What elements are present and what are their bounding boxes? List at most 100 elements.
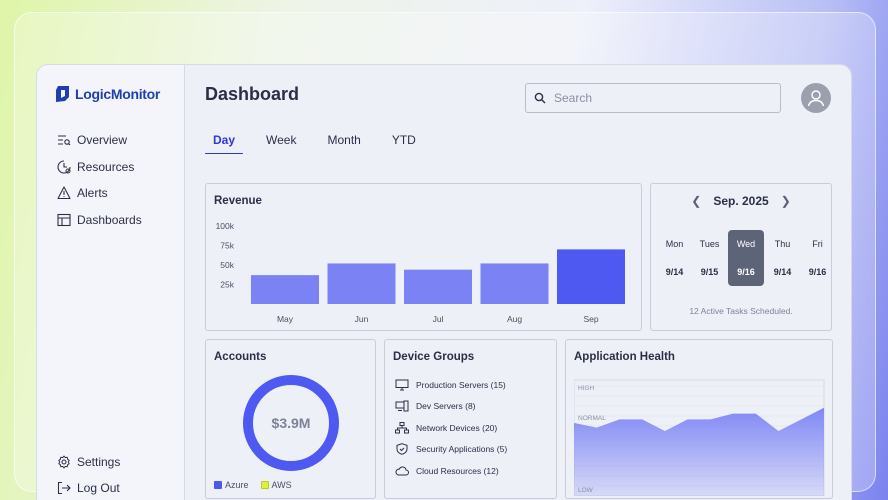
health-area	[574, 407, 824, 496]
devices-icon	[395, 400, 409, 412]
calendar-day[interactable]: Fri 9/16	[800, 230, 835, 286]
x-tick-label: May	[277, 314, 294, 324]
accounts-legend: Azure AWS	[214, 480, 292, 490]
device-label: Production Servers (15)	[416, 379, 506, 390]
y-tick-label: 25k	[220, 280, 234, 290]
network-icon	[395, 421, 409, 434]
y-tick-label: 75k	[220, 241, 234, 251]
dashboard-icon	[57, 214, 71, 227]
sidebar-item-settings[interactable]: Settings	[57, 449, 120, 475]
revenue-bar[interactable]	[404, 269, 472, 304]
chevron-right-icon[interactable]: ❯	[780, 194, 791, 208]
search-placeholder: Search	[554, 91, 593, 105]
revenue-bar[interactable]	[327, 263, 396, 304]
overview-icon	[58, 135, 71, 146]
monitor-icon	[395, 379, 409, 391]
day-name: Tues	[699, 239, 720, 249]
card-title: Application Health	[574, 351, 675, 363]
day-name: Fri	[812, 239, 823, 249]
logo-text: LogicMonitor	[75, 86, 161, 102]
day-name: Mon	[665, 239, 684, 249]
day-name: Thu	[774, 239, 791, 249]
sidebar-item-label: Settings	[77, 455, 121, 469]
calendar-footer: 12 Active Tasks Scheduled.	[689, 306, 793, 316]
device-label: Cloud Resources (12)	[416, 465, 499, 476]
revenue-bar[interactable]	[480, 263, 549, 304]
sidebar-item-alerts[interactable]: Alerts	[57, 180, 142, 207]
tab-month[interactable]: Month	[327, 133, 361, 147]
revenue-bar[interactable]	[557, 249, 625, 304]
list-item[interactable]: Security Applications (5)	[395, 439, 507, 461]
list-item[interactable]: Network Devices (20)	[395, 417, 507, 439]
list-item[interactable]: Production Servers (15)	[395, 374, 507, 396]
day-date: 9/16	[808, 267, 827, 277]
calendar-day[interactable]: Tues 9/15	[692, 230, 727, 286]
y-tick-label: 100k	[216, 221, 235, 231]
day-name: Wed	[736, 239, 756, 249]
card-title: Accounts	[214, 351, 267, 363]
tab-day[interactable]: Day	[205, 133, 244, 154]
legend-swatch	[260, 481, 269, 489]
shield-icon	[396, 443, 408, 456]
sidebar-item-label: Resources	[77, 159, 135, 174]
device-label: Dev Servers (8)	[416, 401, 476, 412]
sidebar-item-resources[interactable]: Resources	[57, 154, 142, 181]
list-item[interactable]: Dev Servers (8)	[395, 396, 507, 418]
x-tick-label: Sep	[583, 314, 598, 324]
device-list: Production Servers (15) Dev Servers (8)	[395, 374, 507, 482]
alert-icon	[57, 186, 71, 200]
day-date: 9/14	[665, 267, 684, 277]
calendar-header: ❮ Sep. 2025 ❯	[651, 194, 831, 208]
revenue-bar[interactable]	[251, 275, 319, 304]
legend-label: AWS	[271, 480, 292, 490]
health-chart: HIGH NORMAL LOW	[574, 379, 825, 496]
sidebar-bottom: Settings Log Out	[57, 449, 120, 500]
sidebar: LogicMonitor Overview Resources	[37, 65, 185, 500]
sidebar-item-dashboards[interactable]: Dashboards	[57, 207, 142, 234]
donut-ring	[243, 375, 339, 471]
sidebar-item-label: Overview	[77, 133, 128, 148]
calendar-card: ❮ Sep. 2025 ❯ Mon 9/14 Tues 9/15 Wed 9/1…	[650, 183, 832, 331]
logo-icon	[56, 86, 69, 102]
device-label: Network Devices (20)	[416, 422, 498, 433]
page-title: Dashboard	[205, 84, 300, 104]
calendar-day[interactable]: Mon 9/14	[657, 230, 692, 286]
y-tick-label: 50k	[220, 260, 234, 270]
logo[interactable]: LogicMonitor	[55, 85, 160, 103]
legend-item-azure: Azure	[214, 480, 249, 490]
revenue-card: Revenue 100k 75k 50k 25k May Jun Jul Aug Sep	[205, 183, 642, 331]
application-health-card: Application Health HIGH NORMAL LOW	[565, 339, 833, 499]
cloud-icon	[395, 466, 409, 476]
app-window: LogicMonitor Overview Resources	[36, 64, 852, 500]
x-tick-label: Jun	[355, 314, 369, 324]
sidebar-item-overview[interactable]: Overview	[57, 127, 142, 154]
calendar-month: Sep. 2025	[713, 194, 769, 208]
x-tick-label: Aug	[507, 314, 522, 324]
calendar-day[interactable]: Thu 9/14	[765, 230, 800, 286]
legend-swatch	[214, 481, 222, 489]
period-tabs: Day Week Month YTD	[205, 133, 439, 154]
legend-label: Azure	[225, 480, 249, 490]
search-icon	[534, 92, 546, 104]
tab-ytd[interactable]: YTD	[391, 133, 416, 147]
sidebar-item-logout[interactable]: Log Out	[57, 475, 120, 500]
calendar-days: Mon 9/14 Tues 9/15 Wed 9/16 Thu 9/14 Fri	[657, 230, 835, 286]
user-icon	[807, 90, 825, 107]
resources-icon	[57, 160, 71, 174]
accounts-value: $3.9M	[272, 415, 311, 431]
tab-week[interactable]: Week	[266, 133, 297, 147]
accounts-card: Accounts $3.9M Azure AWS	[205, 339, 376, 499]
sidebar-item-label: Dashboards	[77, 213, 142, 228]
day-date: 9/14	[773, 267, 792, 277]
calendar-day-selected[interactable]: Wed 9/16	[728, 230, 764, 286]
sidebar-item-label: Alerts	[77, 186, 108, 201]
avatar[interactable]	[801, 83, 831, 113]
device-label: Security Applications (5)	[416, 444, 508, 455]
list-item[interactable]: Cloud Resources (12)	[395, 460, 507, 482]
chevron-left-icon[interactable]: ❮	[691, 194, 702, 208]
search-input[interactable]: Search	[525, 83, 781, 113]
logout-icon	[57, 481, 71, 495]
day-date: 9/15	[700, 267, 719, 277]
card-title: Revenue	[214, 195, 262, 207]
card-title: Device Groups	[393, 351, 475, 363]
